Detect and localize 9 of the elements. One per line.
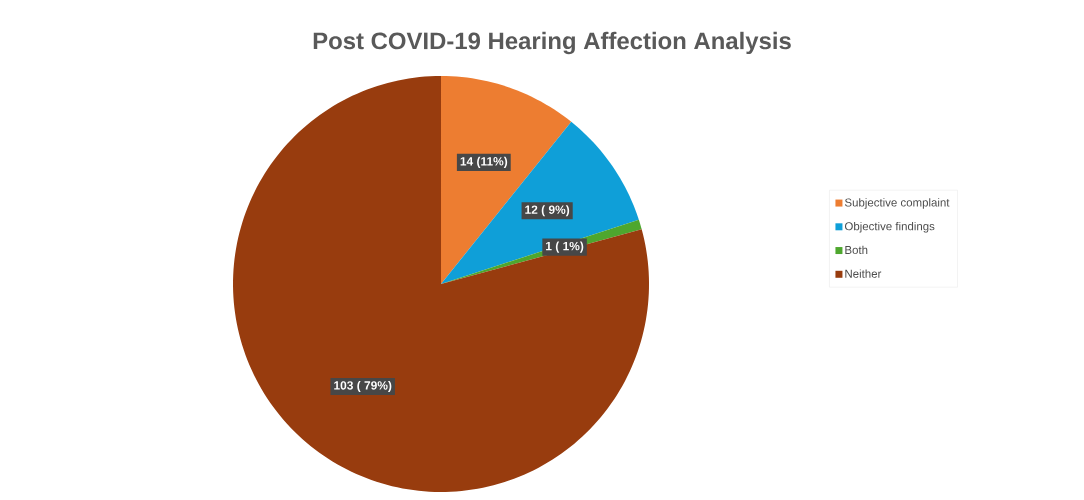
data-label: 12 ( 9%) bbox=[525, 205, 570, 217]
legend-label: Neither bbox=[845, 269, 882, 278]
data-label: 1 ( 1%) bbox=[546, 241, 584, 253]
legend-label: Subjective complaint bbox=[844, 198, 950, 209]
data-label: 103 ( 79%) bbox=[334, 380, 392, 393]
data-label: 14 (11%) bbox=[460, 156, 508, 168]
chart-title: Post COVID-19 Hearing Affection Analysis bbox=[313, 31, 791, 55]
legend-label: Both bbox=[845, 245, 868, 255]
legend-label: Objective findings bbox=[844, 221, 935, 233]
